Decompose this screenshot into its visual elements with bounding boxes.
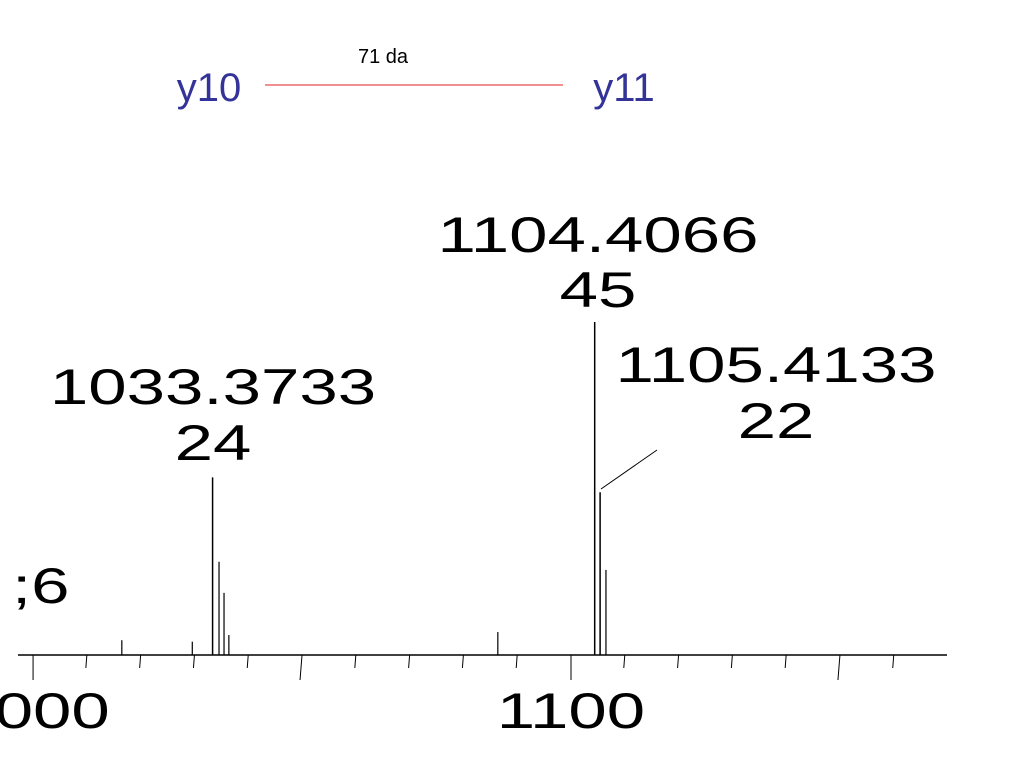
x-minor-tick <box>623 654 626 669</box>
x-tick-label: 1100 <box>497 683 645 739</box>
x-minor-tick <box>192 654 195 669</box>
cropped-label: ;6 <box>12 558 70 614</box>
peak-intensity-label: 22 <box>738 393 815 449</box>
gap-label: 71 da <box>358 46 409 68</box>
x-minor-tick <box>354 654 357 669</box>
x-minor-tick <box>139 654 142 669</box>
x-minor-tick <box>246 654 249 669</box>
x-minor-tick <box>730 654 733 669</box>
ion-label: y11 <box>593 66 655 110</box>
peak-mz-label: 1104.4066 <box>437 207 758 263</box>
x-minor-tick <box>784 654 787 669</box>
x-minor-tick <box>837 654 841 681</box>
peak-intensity-label: 24 <box>175 415 252 471</box>
x-minor-tick <box>677 654 680 669</box>
peak-intensity-label: 45 <box>560 262 637 318</box>
x-minor-tick <box>515 654 518 669</box>
x-minor-tick <box>85 654 88 669</box>
x-minor-tick <box>461 654 464 669</box>
x-minor-tick <box>408 654 411 669</box>
x-minor-tick <box>892 654 895 669</box>
peak-mz-label: 1105.4133 <box>615 337 936 393</box>
x-minor-tick <box>299 654 303 681</box>
x-tick-label: 1000 <box>0 683 110 739</box>
leader-line <box>600 449 658 490</box>
peak-mz-label: 1033.3733 <box>50 359 376 415</box>
ion-label: y10 <box>177 66 242 110</box>
